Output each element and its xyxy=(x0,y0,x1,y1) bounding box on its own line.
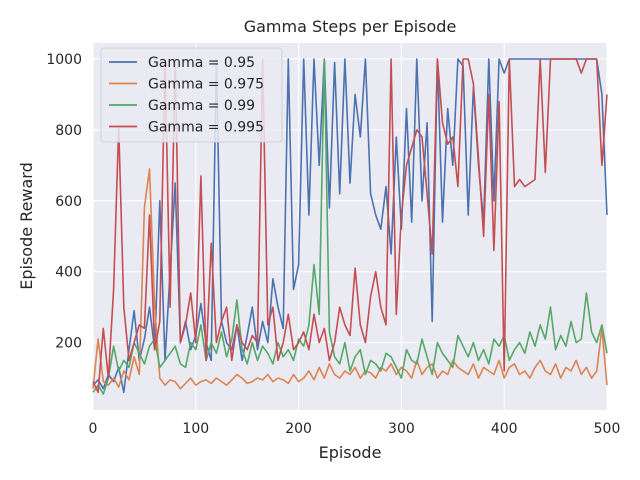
x-tick-label: 100 xyxy=(182,421,209,437)
chart-title: Gamma Steps per Episode xyxy=(244,17,457,36)
series-line-3 xyxy=(92,58,608,395)
series-line-4 xyxy=(92,58,608,394)
legend-label: Gamma = 0.975 xyxy=(148,77,264,93)
y-tick-label: 800 xyxy=(55,123,82,139)
legend-label: Gamma = 0.995 xyxy=(148,120,264,136)
series-line-2 xyxy=(92,168,608,390)
series-group xyxy=(92,58,608,395)
y-axis-title: Episode Reward xyxy=(17,162,36,290)
y-axis-ticks: 200 400 600 800 1000 xyxy=(46,52,82,352)
y-tick-label: 600 xyxy=(55,194,82,210)
legend-box xyxy=(100,47,283,143)
legend: Gamma = 0.95 Gamma = 0.975 Gamma = 0.99 Gam… xyxy=(100,47,283,143)
legend-label: Gamma = 0.99 xyxy=(148,98,255,114)
x-axis-title: Episode xyxy=(319,443,382,462)
x-tick-label: 500 xyxy=(594,421,621,437)
x-axis-ticks: 0 100 200 300 400 500 xyxy=(89,421,621,437)
x-tick-label: 400 xyxy=(491,421,518,437)
x-tick-label: 0 xyxy=(89,421,98,437)
legend-label: Gamma = 0.95 xyxy=(148,55,255,71)
y-tick-label: 1000 xyxy=(46,52,82,68)
y-tick-label: 200 xyxy=(55,336,82,352)
x-tick-label: 200 xyxy=(285,421,312,437)
y-tick-label: 400 xyxy=(55,265,82,281)
x-tick-label: 300 xyxy=(388,421,415,437)
